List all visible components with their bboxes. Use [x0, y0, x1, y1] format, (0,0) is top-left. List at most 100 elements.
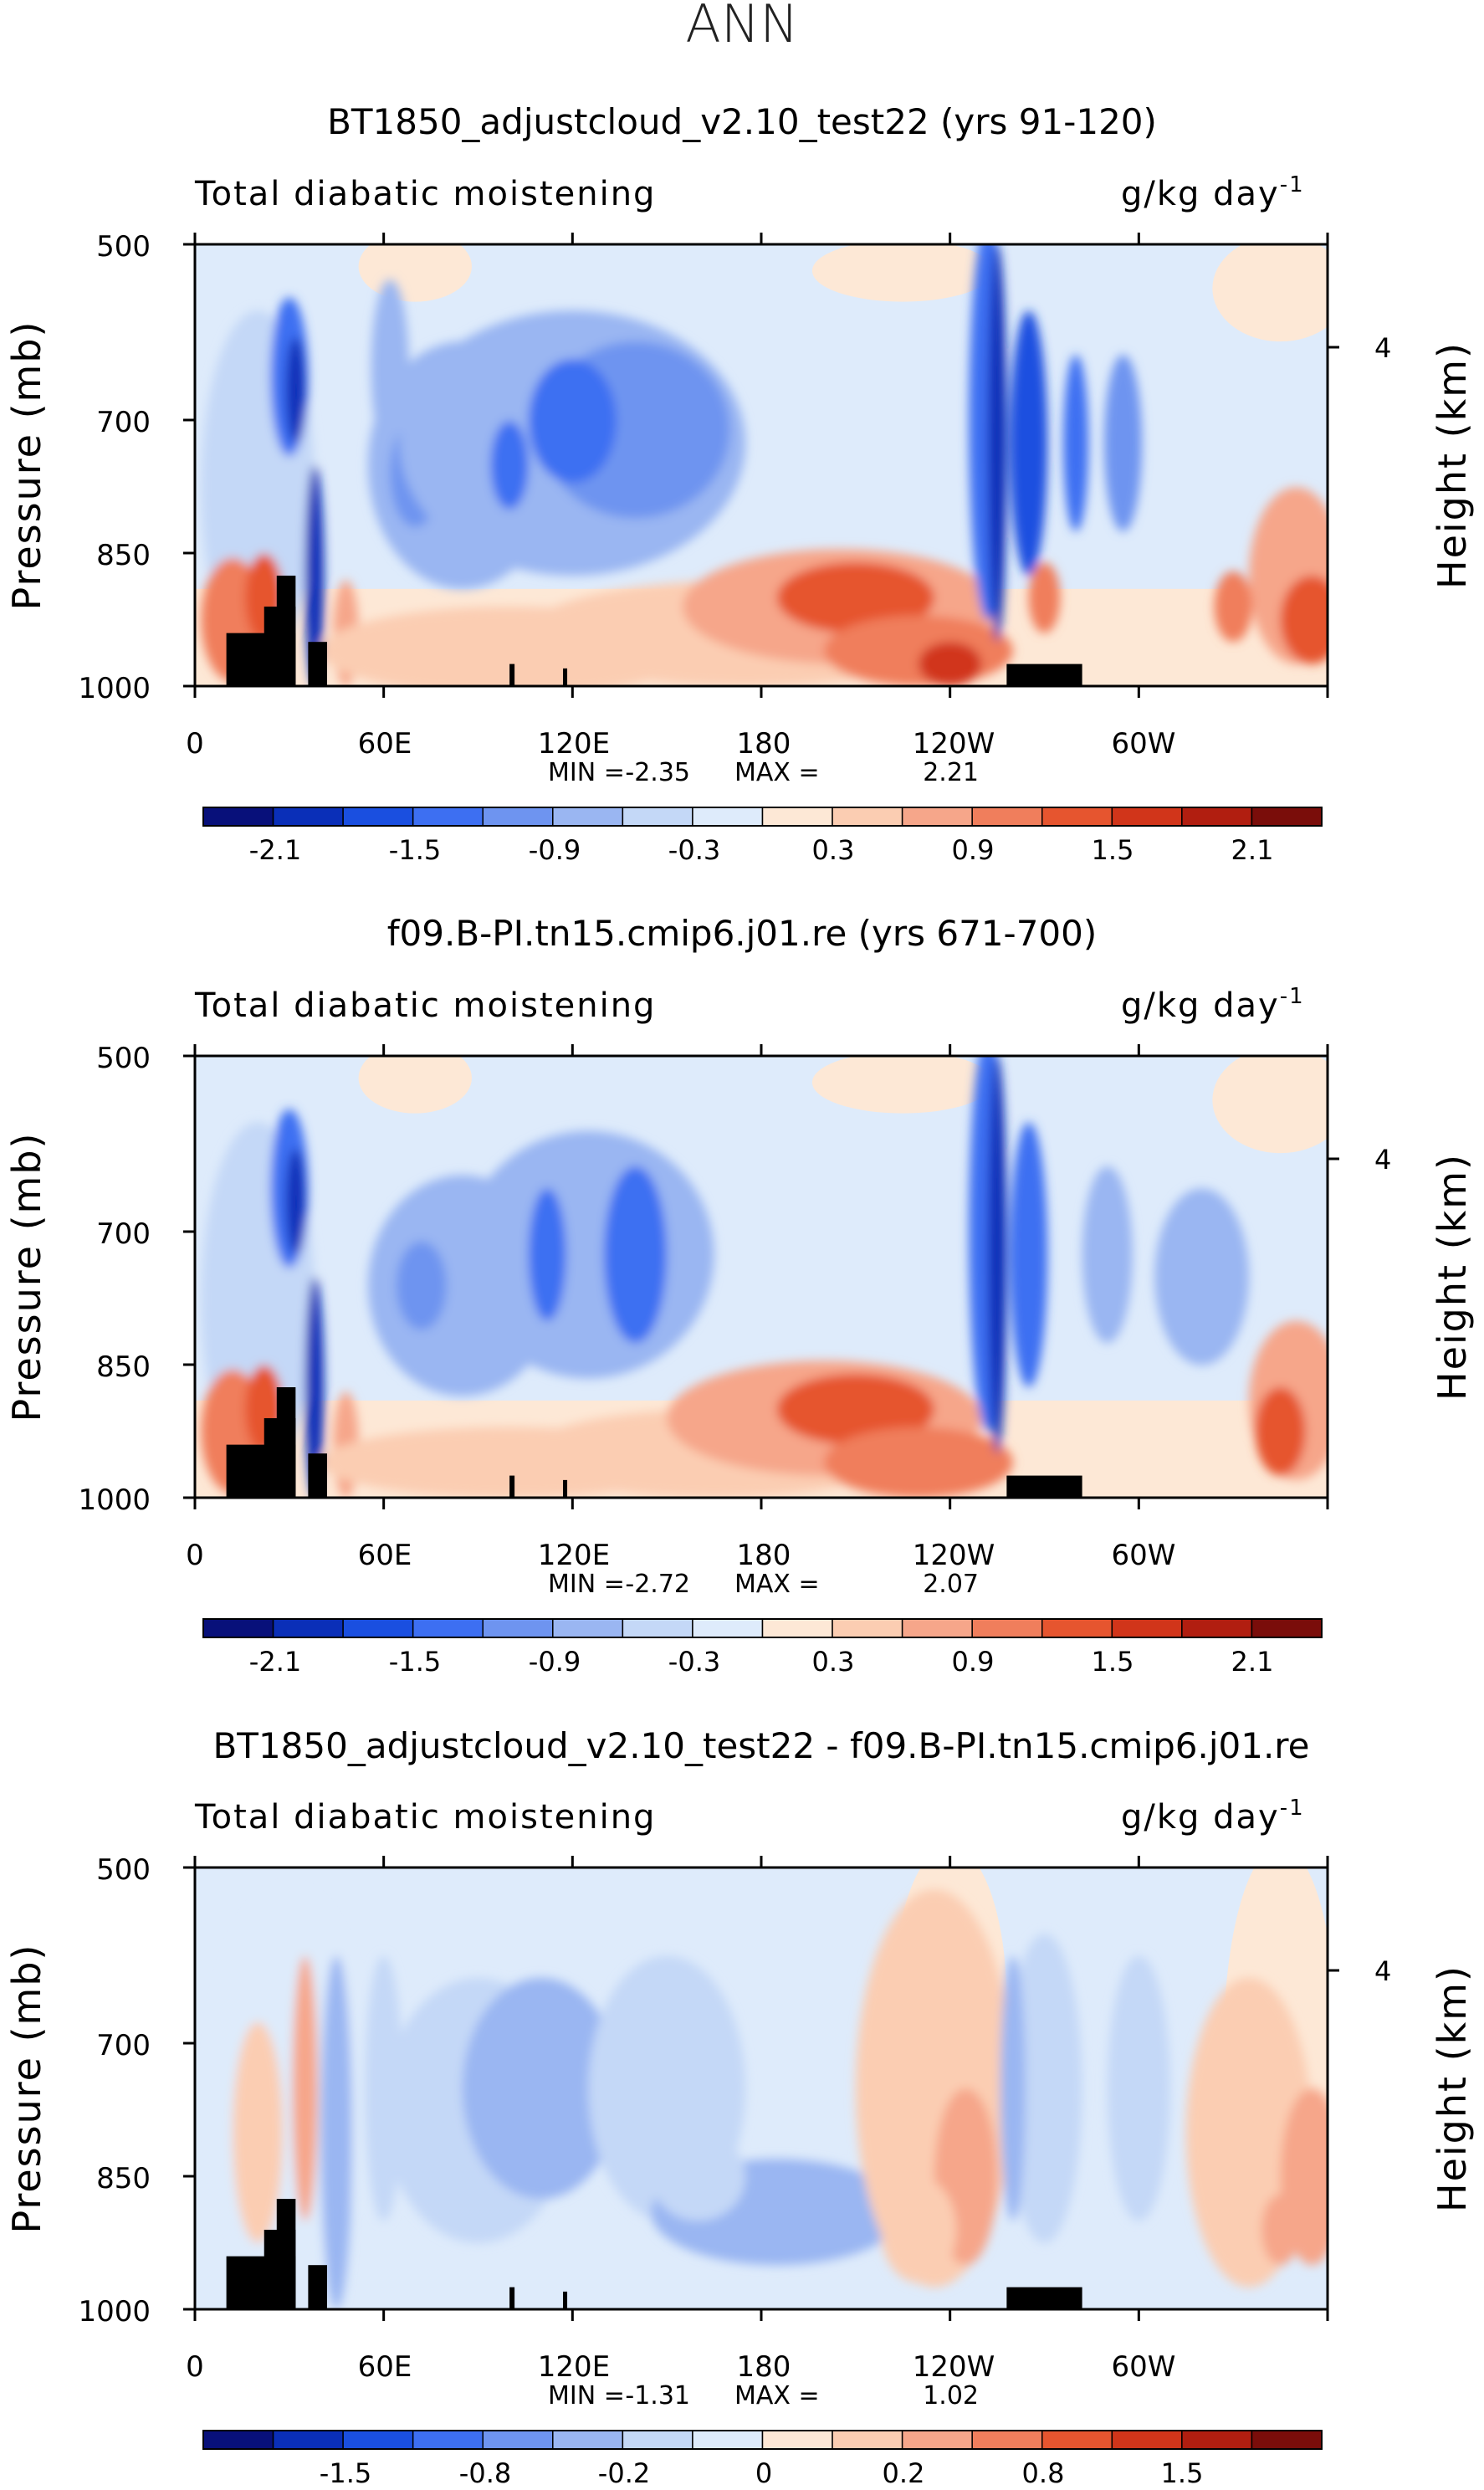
colorbar-swatch — [342, 807, 414, 827]
xtick-60w: 60W — [1112, 1539, 1176, 1572]
contour-band — [987, 1056, 1007, 1454]
contour-band — [1255, 1387, 1306, 1476]
xtick-60w: 60W — [1112, 2350, 1176, 2384]
ytick-500: 500 — [96, 1853, 151, 1887]
contour-band — [528, 1188, 566, 1321]
colorbar-swatch — [622, 807, 693, 827]
contour-band — [651, 2132, 746, 2221]
y-axis-label: Pressure (mb) — [4, 1132, 49, 1422]
cbar-label: -1.5 — [389, 1646, 441, 1678]
ytick-1000: 1000 — [78, 2295, 151, 2329]
xtick-0: 0 — [186, 2350, 204, 2384]
colorbar-swatch — [901, 807, 973, 827]
contour-band — [1103, 354, 1143, 532]
colorbar — [202, 1618, 1323, 1638]
xtick-180: 180 — [737, 727, 791, 761]
contour-field — [195, 1868, 1328, 2309]
min-value: -2.72 — [625, 1570, 690, 1599]
cbar-label: 1.5 — [1092, 1646, 1134, 1678]
contour-band — [824, 1427, 1013, 1498]
contour-band — [776, 1374, 934, 1445]
colorbar-swatch — [272, 807, 344, 827]
panel-title: BT1850_adjustcloud_v2.10_test22 (yrs 91-… — [327, 101, 1157, 142]
cbar-label: -0.9 — [529, 834, 581, 866]
colorbar-swatch — [482, 1618, 554, 1638]
colorbar-swatch — [202, 807, 274, 827]
cbar-label: -0.9 — [529, 1646, 581, 1678]
colorbar-swatch — [971, 807, 1043, 827]
min-value: -2.35 — [625, 758, 690, 787]
max-label: MAX = — [734, 1570, 820, 1599]
cbar-label: 0.9 — [952, 834, 995, 866]
colorbar-swatch — [692, 2430, 764, 2450]
max-value: 2.07 — [923, 1570, 979, 1599]
colorbar-frame — [202, 1618, 1323, 1638]
terrain — [563, 668, 568, 686]
max-label: MAX = — [734, 758, 820, 787]
ytick-850: 850 — [96, 2162, 151, 2195]
y-axis-label: Pressure (mb) — [4, 320, 49, 611]
xtick-120e: 120E — [538, 2350, 610, 2384]
cbar-label: -2.1 — [249, 834, 301, 866]
contour-band — [880, 2176, 957, 2283]
contour-band — [919, 642, 982, 686]
cbar-label: -0.3 — [668, 834, 720, 866]
terrain — [509, 2287, 515, 2309]
panel-2: f09.B-PI.tn15.cmip6.j01.re (yrs 671-700)… — [4, 913, 1475, 1678]
colorbar-swatch — [412, 1618, 484, 1638]
ytick-700: 700 — [96, 2029, 151, 2062]
cbar-label: 2.1 — [1231, 1646, 1274, 1678]
contour-band — [396, 1241, 447, 1330]
cbar-label: -1.5 — [320, 2457, 371, 2489]
colorbar-swatch — [272, 2430, 344, 2450]
colorbar-swatch — [832, 2430, 903, 2450]
ytick-700: 700 — [96, 406, 151, 439]
xtick-60w: 60W — [1112, 727, 1176, 761]
figure-title: ANN — [685, 0, 798, 54]
min-label: MIN = — [548, 2381, 625, 2411]
xtick-0: 0 — [186, 1539, 204, 1572]
plot-area — [183, 1856, 1339, 2321]
colorbar — [202, 2430, 1323, 2450]
units-label: g/kg day-1 — [1121, 1796, 1305, 1837]
cbar-label: 0.2 — [883, 2457, 925, 2489]
terrain — [1006, 2287, 1082, 2309]
contour-band — [462, 1978, 620, 2199]
colorbar-swatch — [622, 2430, 693, 2450]
colorbar-swatch — [202, 1618, 274, 1638]
colorbar-swatch — [971, 1618, 1043, 1638]
contour-band — [490, 421, 529, 510]
panel-3: BT1850_adjustcloud_v2.10_test22 - f09.B-… — [4, 1725, 1475, 2489]
xtick-120w: 120W — [913, 1539, 995, 1572]
colorbar-swatch — [832, 807, 903, 827]
contour-band — [811, 1056, 994, 1114]
units-label: g/kg day-1 — [1121, 172, 1305, 213]
ytick-right-4: 4 — [1374, 332, 1391, 364]
xtick-60e: 60E — [358, 727, 412, 761]
ytick-850: 850 — [96, 1350, 151, 1384]
colorbar-swatch — [692, 807, 764, 827]
contour-band — [304, 1277, 325, 1498]
colorbar-swatch — [552, 2430, 624, 2450]
terrain — [276, 1387, 296, 1498]
contour-band — [1107, 1955, 1170, 2221]
ytick-right-4: 4 — [1374, 1955, 1391, 1987]
terrain — [1006, 1475, 1082, 1498]
contour-band — [358, 244, 472, 302]
colorbar-swatch — [901, 1618, 973, 1638]
colorbar-swatch — [1041, 1618, 1113, 1638]
contour-band — [1214, 571, 1252, 643]
colorbar-swatch — [482, 807, 554, 827]
left-string: Total diabatic moistening — [194, 175, 656, 213]
min-label: MIN = — [548, 1570, 625, 1599]
min-label: MIN = — [548, 758, 625, 787]
colorbar-swatch — [552, 1618, 624, 1638]
ytick-1000: 1000 — [78, 672, 151, 705]
colorbar-frame — [202, 807, 1323, 827]
colorbar-swatch — [342, 2430, 414, 2450]
colorbar-swatch — [1251, 2430, 1323, 2450]
colorbar-swatch — [1041, 2430, 1113, 2450]
contour-band — [320, 1955, 353, 2309]
colorbar-swatch — [1251, 807, 1323, 827]
